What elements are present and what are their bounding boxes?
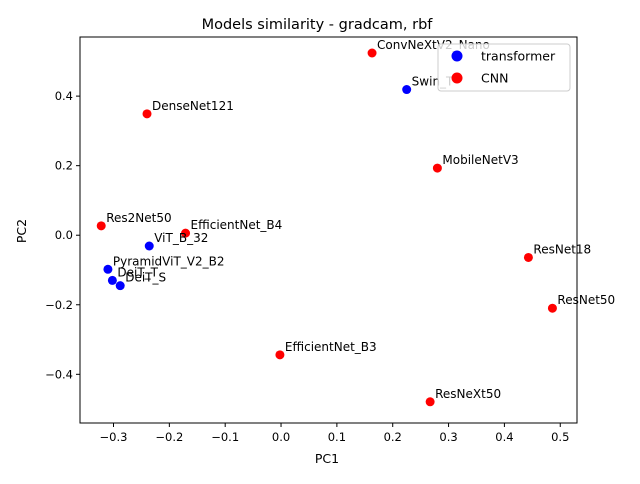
data-point [275, 350, 285, 360]
data-point [367, 48, 377, 58]
data-label: Res2Net50 [106, 211, 171, 225]
data-point [103, 264, 113, 274]
chart-title: Models similarity - gradcam, rbf [202, 17, 434, 33]
x-tick-label: 0.3 [439, 430, 457, 444]
data-point [432, 163, 442, 173]
x-tick-label: −0.2 [155, 430, 183, 444]
data-label: ViT_B_32 [154, 231, 208, 245]
data-point [402, 85, 412, 95]
legend-label: transformer [481, 49, 556, 64]
plot-area-frame [79, 36, 578, 424]
y-tick-label: 0.2 [55, 159, 73, 173]
data-label: ResNeXt50 [435, 387, 501, 401]
x-tick-label: −0.3 [100, 430, 128, 444]
data-point [96, 221, 106, 231]
data-point [547, 303, 557, 313]
data-points [96, 48, 557, 407]
legend-marker [451, 72, 463, 84]
data-point-labels: Swin_TViT_B_32PyramidViT_V2_B2DeiT_TDeiT… [106, 38, 615, 401]
y-tick-label: 0.0 [55, 228, 73, 242]
data-label: PyramidViT_V2_B2 [113, 254, 225, 268]
y-tick-label: −0.4 [45, 367, 73, 381]
x-tick-label: 0.0 [272, 430, 290, 444]
data-point [523, 252, 533, 262]
data-label: ResNet50 [557, 293, 615, 307]
data-label: ResNet18 [533, 242, 591, 256]
data-point [107, 275, 117, 285]
x-axis-ticks: −0.3 −0.2 −0.1 0.0 0.1 0.2 0.3 0.4 0.5 [100, 423, 569, 444]
legend-label: CNN [481, 71, 508, 86]
y-axis-label: PC2 [14, 219, 29, 243]
data-label: MobileNetV3 [442, 153, 518, 167]
y-tick-label: −0.2 [45, 298, 73, 312]
x-tick-label: 0.2 [384, 430, 402, 444]
data-label: DeiT_T [117, 265, 158, 279]
y-tick-label: 0.4 [55, 89, 73, 103]
x-tick-label: 0.4 [495, 430, 513, 444]
data-label: DenseNet121 [152, 99, 234, 113]
legend-marker [451, 50, 463, 62]
x-tick-label: 0.5 [551, 430, 569, 444]
data-label: EfficientNet_B4 [191, 218, 283, 232]
legend: transformer CNN [437, 43, 571, 92]
data-point [142, 109, 152, 119]
x-tick-label: 0.1 [328, 430, 346, 444]
data-label: EfficientNet_B3 [285, 340, 377, 354]
x-axis-label: PC1 [315, 451, 339, 466]
legend-box [437, 43, 571, 92]
data-point [115, 281, 125, 291]
data-point [181, 228, 191, 238]
data-point [144, 241, 154, 251]
y-axis-ticks: −0.4 −0.2 0.0 0.2 0.4 [45, 89, 80, 381]
x-tick-label: −0.1 [211, 430, 239, 444]
data-point [425, 397, 435, 407]
data-label: DeiT_S [125, 271, 166, 285]
